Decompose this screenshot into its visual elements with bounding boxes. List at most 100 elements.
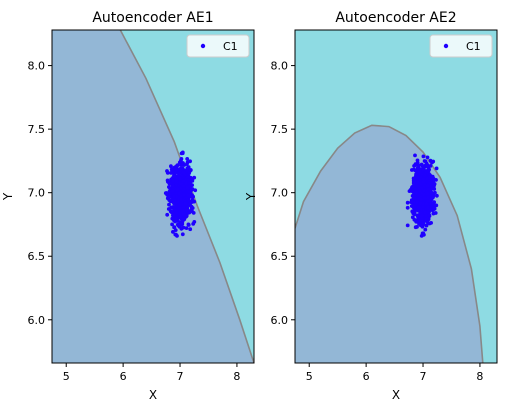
ae2-point	[421, 167, 426, 172]
ae2-point	[426, 220, 430, 225]
ae2-point	[414, 190, 419, 195]
ae1-point	[176, 199, 181, 204]
ae1-point	[189, 204, 194, 209]
ae1-y-tick-label: 7.0	[28, 187, 46, 200]
ae1-point	[179, 197, 183, 202]
ae1-point	[184, 214, 189, 218]
ae1-point	[167, 202, 171, 207]
ae2-point	[405, 223, 410, 228]
ae2-chart: 5 6 7 8 6.0 6.5 7.0 7.5 8.0 Autoencoder AE2 X Y C1	[244, 10, 498, 402]
ae2-point	[421, 177, 426, 181]
ae2-point	[429, 201, 434, 206]
ae1-legend-marker	[200, 43, 206, 49]
ae2-region-upper	[295, 30, 497, 363]
ae1-point	[174, 216, 179, 221]
ae1-y-tick-label: 8.0	[28, 60, 46, 73]
ae1-point	[179, 158, 183, 163]
ae1-point	[170, 184, 175, 188]
ae1-points	[163, 150, 198, 238]
ae1-point	[173, 166, 178, 171]
ae2-point	[412, 217, 417, 222]
ae1-point	[164, 191, 169, 195]
ae2-point	[431, 176, 436, 181]
ae1-point	[188, 184, 193, 189]
ae1-point	[181, 212, 186, 216]
ae2-point	[411, 204, 415, 209]
ae2-point	[411, 176, 416, 181]
ae2-x-tick-label: 6	[363, 370, 370, 383]
ae2-point	[415, 199, 420, 204]
ae2-y-axis-label: Y	[244, 192, 258, 201]
ae2-point	[433, 190, 437, 195]
ae2-point	[416, 193, 421, 197]
ae2-point	[424, 216, 429, 221]
ae2-point	[429, 221, 433, 225]
ae1-chart: 5 6 7 8 6.0 6.5 7.0 7.5 8.0 Autoencoder AE1 X Y C1	[1, 10, 255, 402]
ae2-point	[423, 210, 427, 215]
ae2-y-tick-label: 6.0	[271, 314, 289, 327]
ae1-point	[178, 214, 182, 219]
ae1-point	[171, 170, 175, 175]
ae2-point	[424, 201, 429, 206]
ae1-point	[180, 232, 185, 237]
ae1-point	[185, 157, 190, 161]
ae1-point	[177, 203, 182, 207]
ae1-point	[190, 179, 195, 183]
ae2-point	[415, 184, 420, 188]
ae1-point	[169, 167, 174, 172]
ae1-point	[192, 220, 197, 224]
ae2-point	[425, 155, 430, 160]
ae1-point	[185, 185, 190, 190]
ae2-point	[421, 205, 425, 209]
ae2-point	[411, 181, 416, 185]
ae1-point	[187, 190, 191, 195]
ae2-point	[425, 163, 430, 168]
ae2-legend: C1	[429, 34, 493, 58]
ae1-point	[182, 205, 186, 210]
ae1-y-tick-label: 6.0	[28, 314, 46, 327]
ae1-point	[179, 226, 184, 231]
ae1-legend: C1	[186, 34, 250, 58]
ae1-decision-boundary	[119, 30, 254, 363]
ae1-point	[186, 175, 191, 180]
ae1-point	[165, 212, 170, 217]
ae2-point	[418, 188, 422, 193]
ae2-point	[413, 153, 417, 158]
ae1-point	[174, 204, 179, 209]
ae1-point	[181, 179, 186, 184]
ae2-point	[432, 187, 437, 191]
ae1-point	[173, 197, 177, 202]
ae2-point	[428, 164, 433, 168]
ae2-point	[435, 193, 439, 198]
ae2-point	[415, 225, 419, 229]
ae2-point	[431, 207, 435, 212]
ae2-point	[426, 187, 431, 191]
ae2-point	[405, 205, 410, 210]
ae1-title: Autoencoder AE1	[92, 10, 213, 26]
ae1-point	[170, 189, 175, 194]
ae1-point	[184, 182, 188, 186]
ae2-point	[413, 168, 418, 173]
ae1-point	[189, 207, 194, 212]
ae1-point	[183, 201, 188, 206]
ae2-legend-marker	[443, 43, 449, 49]
ae2-point	[426, 169, 431, 173]
ae2-point	[419, 197, 424, 202]
ae2-point	[410, 209, 415, 214]
ae1-point	[187, 181, 192, 185]
ae2-points	[405, 153, 439, 238]
ae1-y-tick-label: 6.5	[28, 250, 46, 263]
ae2-point	[432, 183, 436, 188]
ae1-x-axis-label: X	[149, 388, 157, 402]
ae2-y-tick-label: 6.5	[271, 250, 289, 263]
ae2-y-tick-label: 8.0	[271, 60, 289, 73]
ae1-legend-label: C1	[223, 40, 238, 53]
ae1-point	[172, 174, 177, 179]
ae1-point	[182, 193, 187, 198]
ae2-point	[427, 213, 432, 217]
ae2-x-tick-label: 5	[306, 370, 313, 383]
ae2-point	[421, 180, 426, 184]
ae1-point	[185, 208, 190, 212]
ae2-point	[405, 200, 410, 205]
ae1-point	[190, 198, 195, 203]
